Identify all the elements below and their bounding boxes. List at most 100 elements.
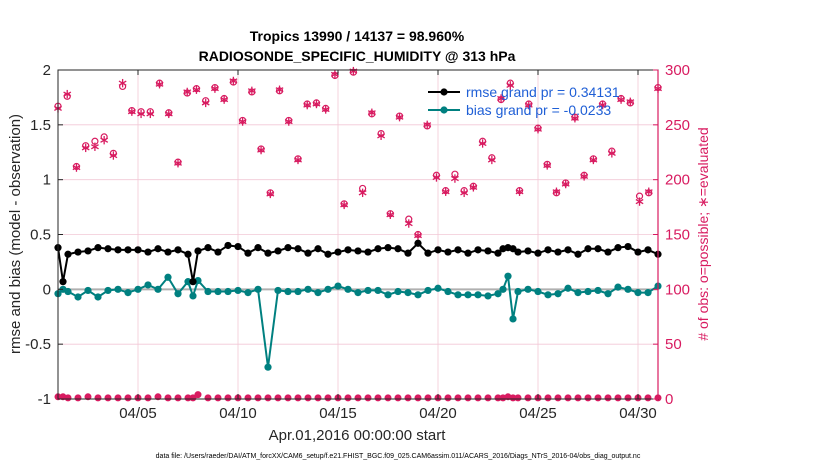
obs-evaluated-marker [423,120,432,130]
obs-evaluated-marker-stroke [90,144,99,150]
obs-rejected-marker [284,394,292,402]
obs-evaluated-marker [81,143,90,153]
obs-evaluated-marker-stroke [506,82,515,89]
obs-evaluated-marker-stroke [109,152,118,159]
bias-point [509,315,517,323]
rmse-point [404,249,412,257]
rmse-point [594,245,602,253]
legend-swatch-marker [440,88,448,96]
rmse-point [624,242,632,251]
obs-rejected-marker [154,393,162,401]
rmse-point [464,249,472,257]
rmse-point [254,244,262,252]
obs-evaluated-marker-stroke [635,198,644,205]
obs-evaluated-marker-stroke [155,81,164,87]
obs-rejected-marker [304,394,312,402]
rmse-point [264,249,272,257]
obs-evaluated-marker [617,95,626,104]
obs-evaluated-marker [312,99,321,109]
obs-evaluated-marker-stroke [515,189,524,195]
obs-evaluated-marker [367,108,376,117]
obs-evaluated-marker [330,70,339,79]
rmse-point [244,249,252,257]
obs-rejected-marker [274,394,282,402]
obs-evaluated-marker-stroke [257,147,266,153]
obs-rejected-marker [314,394,322,402]
obs-evaluated-marker-stroke [303,102,312,108]
rmse-point [94,244,102,252]
obs-rejected-marker [324,394,332,402]
rmse-point [524,247,532,255]
obs-evaluated-marker [487,155,496,165]
obs-rejected-marker [204,394,212,402]
obs-evaluated-marker [146,109,155,119]
rmse-point [634,248,642,256]
y-right-tick-label: 200 [665,172,690,189]
bias-point [314,289,322,297]
obs-rejected-marker [174,394,182,402]
x-tick-label: 04/30 [619,405,657,422]
obs-rejected-marker [574,394,582,402]
rmse-point [134,246,142,254]
bias-point [614,283,622,291]
obs-evaluated-marker [164,109,173,119]
obs-rejected-marker [584,394,592,402]
obs-evaluated-marker-stroke [441,189,450,195]
rmse-point [314,245,322,253]
obs-evaluated-marker-stroke [432,174,441,181]
y-axis-left-label: rmse and bias (model - observation) [7,114,24,354]
obs-evaluated-marker-stroke [330,71,339,78]
obs-evaluated-marker-stroke [367,110,376,116]
bias-point [404,289,412,297]
obs-evaluated-marker [589,155,598,165]
x-tick-label: 04/05 [119,405,157,422]
obs-evaluated-marker-stroke [266,191,275,197]
obs-evaluated-marker [506,81,515,90]
rmse-point [394,245,402,253]
chart-title-line1: Tropics 13990 / 14137 = 98.960% [250,28,465,44]
bias-point [414,291,422,299]
obs-evaluated-marker-stroke [534,126,542,132]
obs-evaluated-marker-stroke [478,140,487,147]
obs-evaluated-marker-stroke [598,102,607,108]
obs-rejected-marker [404,394,412,402]
obs-evaluated-marker [294,155,302,165]
bias-point [564,284,572,292]
bias-point [254,285,262,293]
obs-rejected-marker [354,394,362,402]
obs-evaluated-marker [137,109,146,119]
x-tick-label: 04/10 [219,405,257,422]
bias-point [594,286,602,295]
rmse-point [614,244,622,252]
obs-evaluated-marker-stroke [164,111,173,117]
y-axis-right-label: # of obs: o=possible; ∗=evaluated [695,127,711,340]
rmse-point [584,245,592,253]
rmse-point [604,248,612,256]
legend-entry-label: bias grand pr = -0.0233 [466,102,611,118]
y-left-tick-label: 0.5 [30,227,51,244]
obs-evaluated-marker [580,172,589,181]
y-right-tick-label: 50 [665,336,682,353]
obs-rejected-marker [474,394,482,402]
bias-point [454,291,462,299]
x-axis: 04/05 04/10 04/15 04/20 04/25 04/30 [119,70,657,422]
rmse-point [334,248,342,256]
rmse-point [454,246,462,254]
rmse-point [74,248,82,256]
rmse-point [564,246,572,254]
obs-evaluated-marker-stroke [275,87,284,93]
obs-evaluated-marker [570,114,579,123]
obs-rejected-marker [624,394,632,402]
bias-point [234,286,242,295]
rmse-point [104,245,112,253]
obs-evaluated-marker-stroke [497,95,506,102]
rmse-point [114,246,122,254]
obs-evaluated-marker-stroke [174,160,182,166]
obs-rejected-marker [454,394,462,402]
rmse-point [304,249,312,257]
obs-rejected-marker [294,394,302,402]
obs-evaluated-marker [534,125,542,134]
obs-evaluated-marker-stroke [395,114,404,120]
obs-evaluated-marker [90,142,99,151]
obs-evaluated-marker-stroke [386,212,395,218]
